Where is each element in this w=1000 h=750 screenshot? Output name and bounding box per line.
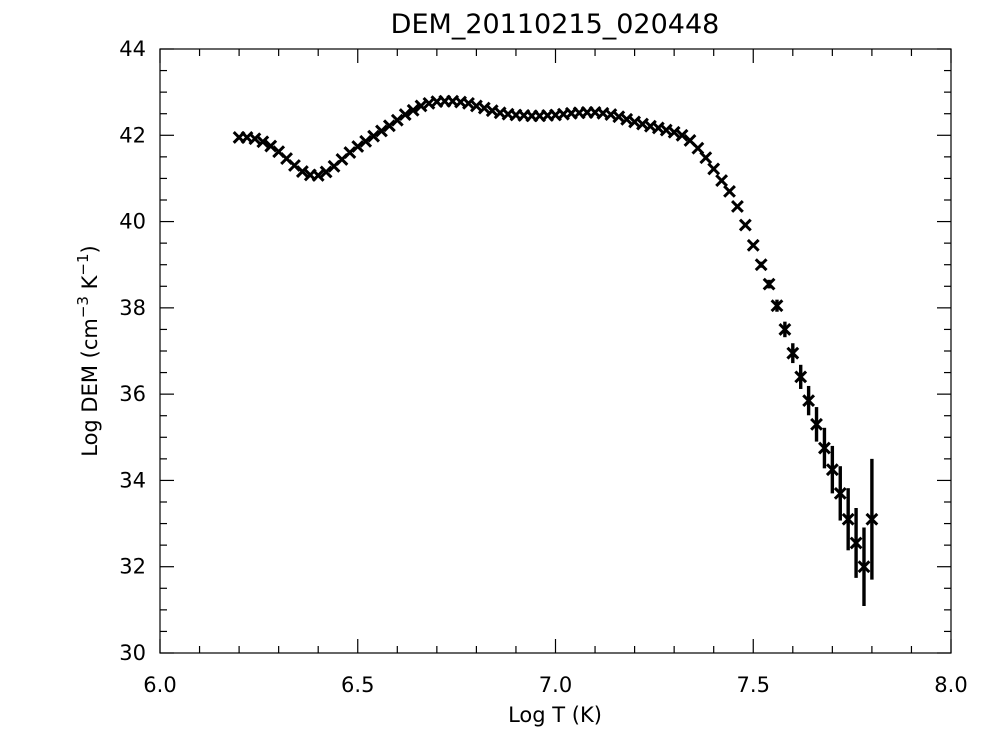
x-tick-label: 8.0 xyxy=(934,673,967,697)
chart-title: DEM_20110215_020448 xyxy=(391,9,720,40)
data-point xyxy=(525,109,539,123)
y-axis-title: Log DEM (cm−3 K−1) xyxy=(74,245,102,457)
data-point xyxy=(311,168,325,182)
x-tick-label: 6.0 xyxy=(143,673,176,697)
data-point xyxy=(319,165,333,179)
data-point xyxy=(778,323,792,336)
y-axis-title-exp1: −3 xyxy=(74,296,92,318)
data-point xyxy=(802,394,816,408)
y-tick-label: 34 xyxy=(119,468,146,492)
y-tick-label: 30 xyxy=(119,641,146,665)
data-point xyxy=(818,441,831,455)
data-point xyxy=(667,125,681,139)
data-point xyxy=(707,162,721,176)
data-point xyxy=(580,105,594,119)
data-point xyxy=(691,141,705,155)
y-tick-label: 32 xyxy=(119,555,146,579)
y-tick-label: 38 xyxy=(119,296,146,320)
data-point xyxy=(857,560,871,574)
x-tick-label: 7.0 xyxy=(539,673,572,697)
data-point xyxy=(256,135,270,149)
data-point xyxy=(723,184,736,198)
data-point xyxy=(715,174,729,188)
data-point xyxy=(810,417,823,431)
data-point xyxy=(849,536,863,550)
data-point xyxy=(825,463,839,477)
y-axis-title-exp2: −1 xyxy=(74,253,92,275)
y-tick-label: 44 xyxy=(119,37,146,61)
data-point xyxy=(786,346,800,360)
data-point xyxy=(398,108,412,121)
data-point xyxy=(762,277,776,291)
axis-tick-labels: 6.0 6.5 7.0 7.5 8.0 30 32 34 36 38 40 42 44 xyxy=(119,37,967,697)
data-point xyxy=(675,128,689,142)
data-point xyxy=(841,512,855,526)
data-point xyxy=(390,113,404,127)
data-point xyxy=(438,94,452,108)
data-point xyxy=(406,103,420,117)
x-tick-label: 7.5 xyxy=(737,673,770,697)
data-point xyxy=(699,151,713,165)
y-axis-title-lead: Log DEM (cm xyxy=(78,318,102,457)
data-point xyxy=(731,200,744,213)
data-point xyxy=(865,512,879,526)
data-point xyxy=(833,486,847,500)
data-point xyxy=(754,258,768,272)
data-point xyxy=(248,132,262,146)
data-point xyxy=(295,165,309,178)
y-tick-label: 42 xyxy=(119,123,146,147)
data-point xyxy=(375,124,388,138)
data-point xyxy=(382,119,396,133)
data-point xyxy=(738,218,752,232)
data-points xyxy=(232,94,879,606)
x-axis-title: Log T (K) xyxy=(508,703,602,727)
y-tick-label: 40 xyxy=(119,210,146,234)
y-tick-label: 36 xyxy=(119,382,146,406)
y-axis-title-mid: K xyxy=(78,274,102,296)
data-point xyxy=(232,131,246,144)
data-point xyxy=(746,238,760,252)
data-point xyxy=(770,299,784,313)
data-point xyxy=(359,134,373,148)
x-tick-label: 6.5 xyxy=(341,673,374,697)
plot-frame xyxy=(159,48,952,654)
data-point xyxy=(367,129,380,143)
data-point xyxy=(794,370,808,384)
data-point xyxy=(351,140,365,153)
data-point xyxy=(264,139,278,153)
y-axis-title-tail: ) xyxy=(78,245,102,253)
